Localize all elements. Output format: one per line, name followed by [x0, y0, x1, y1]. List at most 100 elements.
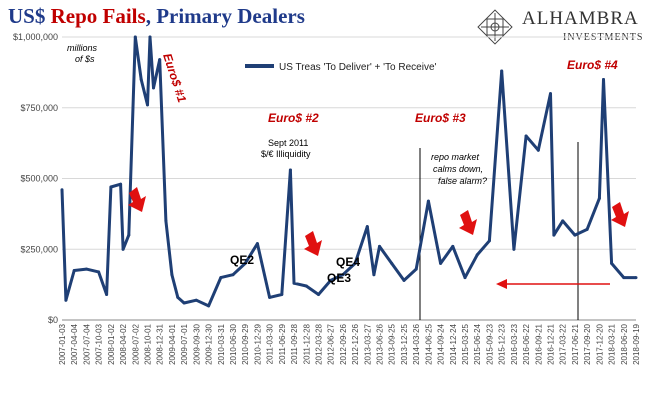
x-axis-ticks: 2007-01-03 2007-04-04 2007-07-04 2007-10-03… [58, 323, 641, 364]
x-tick-label: 2012-12-26 [351, 323, 360, 364]
x-tick-label: 2018-09-19 [632, 323, 641, 364]
data-point [170, 273, 174, 277]
legend-label: US Treas 'To Deliver' + 'To Receive' [279, 62, 437, 73]
series-points [60, 35, 638, 308]
x-tick-label: 2018-06-20 [620, 323, 629, 364]
x-tick-label: 2009-09-30 [192, 323, 201, 364]
x-tick-label: 2010-09-29 [241, 323, 250, 364]
horizontal-red-arrow [496, 279, 610, 289]
annotation-euro1: Euro$ #1 [160, 52, 189, 105]
data-point [561, 219, 565, 223]
x-tick-label: 2015-03-25 [461, 323, 470, 364]
data-point [146, 103, 149, 107]
data-point [304, 284, 308, 288]
data-point [451, 244, 455, 248]
data-point [231, 273, 235, 277]
data-point [109, 185, 113, 189]
data-point [152, 86, 155, 90]
x-tick-label: 2018-03-21 [608, 323, 617, 364]
data-point [64, 298, 68, 302]
y-tick-label: $0 [48, 315, 58, 325]
data-point [365, 225, 369, 229]
data-point [585, 227, 589, 231]
title-part-2: Repo Fails [50, 4, 146, 28]
data-point [475, 253, 479, 257]
x-tick-label: 2016-03-23 [510, 323, 519, 364]
x-tick-label: 2013-03-27 [363, 323, 372, 364]
data-point [512, 247, 516, 251]
data-point [194, 298, 198, 302]
y-tick-label: $250,000 [20, 244, 58, 254]
annotation-euro4: Euro$ #4 [567, 58, 618, 72]
annotation-euro2: Euro$ #2 [268, 111, 319, 125]
data-point [207, 304, 211, 308]
red-arrow-2011 [304, 231, 322, 256]
x-tick-label: 2015-06-24 [473, 323, 482, 364]
x-tick-label: 2009-04-01 [168, 323, 177, 364]
annotation-qe3: QE3 [327, 271, 351, 285]
data-point [219, 276, 223, 280]
x-tick-label: 2016-06-22 [522, 323, 531, 364]
data-point [139, 78, 143, 81]
data-point [341, 273, 345, 277]
data-point [372, 273, 376, 277]
x-tick-label: 2015-12-23 [498, 323, 507, 364]
x-tick-label: 2010-06-30 [229, 323, 238, 364]
data-point [105, 293, 109, 296]
data-point [634, 276, 638, 280]
x-tick-label: 2014-03-26 [412, 323, 421, 364]
data-point [243, 261, 247, 265]
annotation-qe4: QE4 [336, 255, 360, 269]
data-point [158, 58, 162, 62]
title-part-1: US$ [8, 4, 51, 28]
x-tick-label: 2008-12-31 [156, 323, 165, 364]
x-tick-label: 2008-01-02 [107, 323, 116, 364]
red-arrow-2015 [459, 210, 477, 235]
logo-name: ALHAMBRA [522, 8, 639, 29]
x-tick-label: 2011-03-30 [266, 323, 275, 364]
annotation-qe2: QE2 [230, 253, 254, 267]
x-tick-label: 2017-03-22 [559, 323, 568, 364]
data-point [414, 267, 418, 271]
grid-lines [62, 36, 636, 321]
x-tick-label: 2012-09-26 [339, 323, 348, 364]
data-point [524, 134, 528, 138]
annotation-calm-1: repo market [431, 152, 480, 162]
x-tick-label: 2007-10-03 [95, 323, 104, 364]
annotation-calm-3: false alarm? [438, 176, 487, 186]
data-point [378, 244, 381, 248]
data-point [439, 261, 443, 265]
y-tick-label: $1,000,000 [13, 32, 58, 42]
data-point [164, 219, 168, 223]
data-point [176, 295, 180, 299]
x-tick-label: 2017-09-20 [583, 323, 592, 364]
x-tick-label: 2016-12-21 [547, 323, 556, 364]
data-point [536, 148, 540, 152]
x-tick-label: 2012-06-27 [327, 323, 336, 364]
x-tick-label: 2009-07-01 [180, 323, 189, 364]
x-tick-label: 2011-06-29 [278, 323, 287, 364]
data-point [255, 242, 259, 246]
data-point [268, 295, 272, 299]
data-point [127, 233, 131, 237]
x-tick-label: 2014-12-24 [449, 323, 458, 364]
data-point [119, 182, 123, 186]
data-point [463, 276, 467, 280]
x-tick-label: 2010-03-31 [217, 323, 226, 364]
x-tick-label: 2007-07-04 [82, 323, 91, 364]
data-point [317, 293, 320, 296]
x-tick-label: 2013-12-25 [400, 323, 409, 364]
data-point [133, 35, 137, 39]
data-point [500, 69, 504, 73]
data-point [597, 196, 601, 200]
x-tick-label: 2008-10-01 [143, 323, 152, 364]
annotation-calm-2: calms down, [433, 164, 483, 174]
data-point [487, 239, 491, 243]
data-point [402, 278, 406, 282]
vertical-markers [419, 142, 579, 320]
data-point [390, 261, 394, 265]
x-tick-label: 2014-09-24 [437, 323, 446, 364]
data-point [329, 278, 333, 282]
x-tick-label: 2017-06-21 [571, 323, 580, 364]
